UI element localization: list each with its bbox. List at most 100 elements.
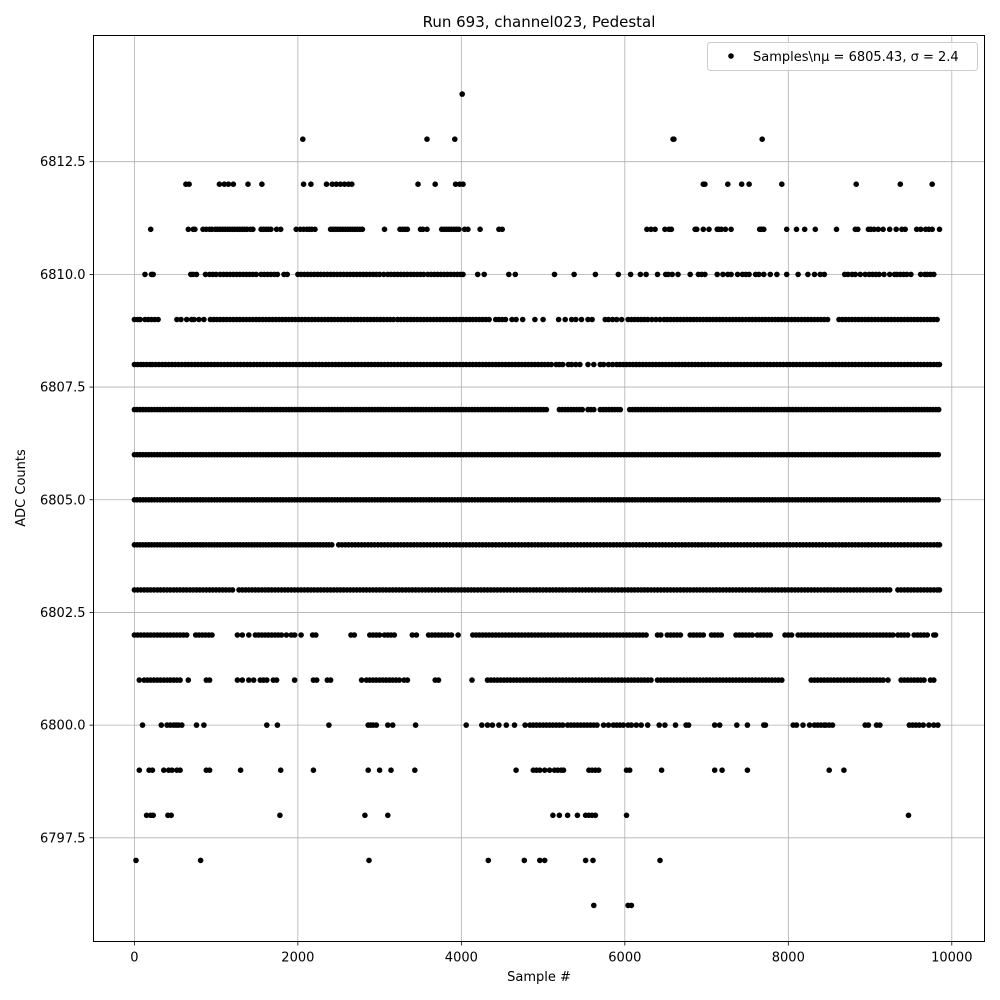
data-point — [191, 316, 197, 323]
data-point — [665, 271, 671, 278]
chart-title: Run 693, channel023, Pedestal — [423, 13, 656, 31]
data-point — [711, 722, 718, 728]
data-point — [391, 632, 398, 638]
data-point — [845, 271, 851, 278]
data-point — [811, 271, 818, 278]
data-point — [893, 226, 899, 233]
data-point — [929, 226, 935, 233]
data-point — [409, 632, 416, 638]
data-point — [186, 181, 192, 187]
data-point — [931, 271, 937, 278]
data-point — [323, 181, 330, 187]
data-point — [638, 722, 644, 728]
data-point — [412, 767, 418, 773]
data-point — [177, 767, 183, 773]
data-point — [216, 181, 223, 187]
data-point — [201, 722, 207, 728]
data-point — [513, 316, 519, 323]
data-point — [605, 361, 612, 368]
data-point — [668, 226, 675, 233]
data-point — [380, 271, 387, 278]
data-point — [652, 226, 658, 233]
data-point — [605, 316, 612, 323]
data-point — [551, 271, 558, 278]
data-point — [644, 722, 651, 728]
data-point — [591, 361, 597, 368]
data-point — [522, 722, 528, 728]
data-point — [890, 632, 896, 638]
data-point — [657, 316, 663, 323]
data-point — [718, 226, 725, 233]
data-point — [455, 632, 461, 638]
data-point — [916, 722, 922, 728]
data-point — [706, 226, 712, 233]
data-point — [578, 316, 585, 323]
data-point — [548, 361, 555, 368]
data-point — [880, 226, 886, 233]
data-point — [546, 767, 553, 773]
data-point — [506, 271, 512, 278]
data-point — [734, 722, 740, 728]
data-point — [579, 406, 586, 413]
data-point — [197, 857, 204, 864]
data-point — [564, 812, 571, 819]
data-point — [700, 226, 707, 233]
data-point — [932, 632, 939, 638]
data-point — [521, 857, 528, 864]
data-point — [574, 812, 581, 819]
data-point — [300, 181, 307, 187]
legend-box — [707, 42, 978, 71]
data-point — [628, 902, 635, 909]
data-point — [310, 767, 317, 773]
data-point — [452, 181, 459, 187]
data-point — [239, 632, 246, 638]
data-point — [917, 226, 924, 233]
data-point — [605, 722, 612, 728]
data-point — [637, 271, 644, 278]
data-point — [234, 677, 241, 683]
data-point — [714, 271, 720, 278]
data-point — [862, 271, 868, 278]
data-point — [920, 722, 926, 728]
data-point — [183, 632, 190, 638]
data-point — [291, 632, 298, 638]
data-point — [881, 271, 887, 278]
data-point — [658, 767, 665, 773]
data-point — [618, 316, 625, 323]
x-tick-label: 2000 — [281, 951, 314, 966]
data-point — [486, 316, 492, 323]
data-point — [779, 181, 785, 187]
data-point — [312, 226, 318, 233]
data-point — [746, 271, 752, 278]
data-point — [432, 181, 439, 187]
data-point — [496, 722, 502, 728]
data-point — [537, 857, 543, 864]
data-point — [582, 857, 589, 864]
data-point — [767, 271, 774, 278]
data-point — [329, 181, 336, 187]
data-point — [556, 812, 563, 819]
data-point — [615, 271, 622, 278]
data-point — [783, 271, 790, 278]
data-point — [509, 316, 515, 323]
data-point — [484, 722, 491, 728]
data-point — [657, 857, 663, 864]
data-point — [917, 271, 924, 278]
data-point — [793, 722, 800, 728]
data-point — [300, 136, 306, 142]
data-point — [155, 316, 161, 323]
data-point — [761, 271, 767, 278]
data-point — [268, 226, 274, 233]
data-point — [936, 542, 943, 548]
data-point — [662, 226, 668, 233]
data-point — [213, 271, 219, 278]
data-point — [415, 181, 421, 187]
legend-label: Samples\nμ = 6805.43, σ = 2.4 — [753, 50, 959, 65]
data-point — [931, 677, 937, 683]
data-point — [600, 722, 607, 728]
data-point — [177, 677, 183, 683]
data-point — [921, 677, 927, 683]
data-point — [412, 722, 419, 728]
data-point — [245, 181, 251, 187]
legend-marker — [728, 53, 734, 59]
